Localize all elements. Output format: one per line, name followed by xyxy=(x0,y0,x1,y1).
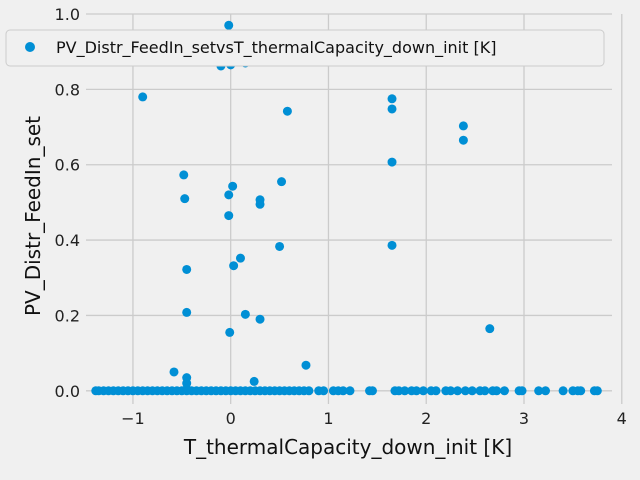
data-point xyxy=(224,20,234,30)
data-point xyxy=(319,386,329,396)
data-point xyxy=(282,106,292,116)
data-point xyxy=(224,211,234,221)
y-tick-labels: 0.0 0.2 0.4 0.6 0.8 1.0 xyxy=(55,5,80,401)
data-point xyxy=(277,177,287,187)
data-point xyxy=(467,386,477,396)
data-point xyxy=(485,324,495,334)
data-point xyxy=(458,135,468,145)
data-point xyxy=(182,307,192,317)
x-tick-label: 1 xyxy=(323,409,333,428)
data-point xyxy=(534,386,544,396)
data-point xyxy=(558,386,568,396)
grid xyxy=(86,13,623,404)
legend: PV_Distr_FeedIn_setvsT_thermalCapacity_d… xyxy=(5,29,605,67)
y-tick-label: 0.6 xyxy=(55,156,80,175)
data-point xyxy=(446,386,456,396)
data-point xyxy=(458,121,468,131)
data-point xyxy=(418,386,428,396)
x-tick-label: −1 xyxy=(121,409,145,428)
data-point xyxy=(576,386,586,396)
x-tick-label: 2 xyxy=(421,409,431,428)
y-tick-label: 0.4 xyxy=(55,231,80,250)
x-axis-label: T_thermalCapacity_down_init [K] xyxy=(183,435,512,459)
data-point xyxy=(387,104,397,114)
data-point xyxy=(387,94,397,104)
data-point xyxy=(249,376,259,386)
y-axis-label: PV_Distr_FeedIn_set xyxy=(21,116,45,316)
x-tick-label: 3 xyxy=(519,409,529,428)
data-point xyxy=(225,327,235,337)
data-point xyxy=(169,367,179,377)
data-points xyxy=(91,20,602,396)
legend-label: PV_Distr_FeedIn_setvsT_thermalCapacity_d… xyxy=(56,38,496,58)
data-point xyxy=(338,386,348,396)
data-point xyxy=(179,170,189,180)
data-point xyxy=(517,386,527,396)
x-tick-label: 0 xyxy=(226,409,236,428)
data-point xyxy=(240,309,250,319)
legend-box xyxy=(5,29,605,67)
data-point xyxy=(182,264,192,274)
x-tick-labels: −1 0 1 2 3 4 xyxy=(121,409,627,428)
data-point xyxy=(228,181,238,191)
data-point xyxy=(460,386,470,396)
data-point xyxy=(400,386,410,396)
data-point xyxy=(255,314,265,324)
data-point xyxy=(492,386,502,396)
x-tick-label: 4 xyxy=(617,409,627,428)
data-point xyxy=(499,386,509,396)
data-point xyxy=(387,240,397,250)
data-point xyxy=(235,253,245,263)
data-point xyxy=(229,261,239,271)
y-tick-label: 1.0 xyxy=(55,5,80,24)
y-tick-label: 0.0 xyxy=(55,382,80,401)
data-point xyxy=(301,360,311,370)
data-point xyxy=(480,386,490,396)
data-point xyxy=(304,386,314,396)
data-point xyxy=(224,190,234,200)
legend-marker xyxy=(25,42,35,52)
data-point xyxy=(255,199,265,209)
data-point xyxy=(275,241,285,251)
data-point xyxy=(431,386,441,396)
data-point xyxy=(345,386,355,396)
data-point xyxy=(411,386,421,396)
data-point xyxy=(138,92,148,102)
y-tick-label: 0.2 xyxy=(55,306,80,325)
data-point xyxy=(453,386,463,396)
data-point xyxy=(387,157,397,167)
data-point xyxy=(592,386,602,396)
data-point xyxy=(541,386,551,396)
y-tick-label: 0.8 xyxy=(55,80,80,99)
data-point xyxy=(180,194,190,204)
data-point xyxy=(367,386,377,396)
